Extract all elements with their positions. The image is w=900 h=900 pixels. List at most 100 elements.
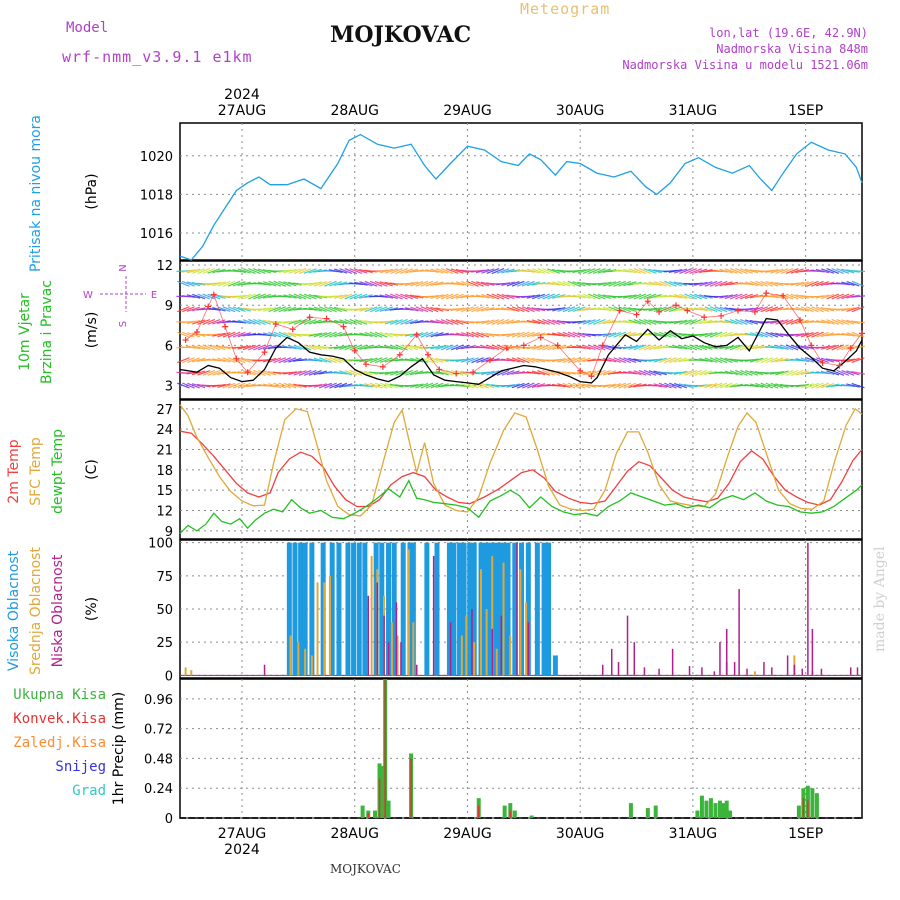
convective-precip-bar (367, 813, 370, 818)
wind-barb (542, 318, 555, 326)
wind-barb (182, 357, 195, 364)
wind-barb (673, 345, 688, 350)
wind-barb (521, 280, 535, 287)
wind-barb (800, 370, 815, 376)
wind-barb (577, 268, 591, 274)
wind-barb (308, 370, 322, 376)
wind-barb (486, 319, 500, 325)
wind-barb (227, 331, 241, 338)
wind-barb (775, 357, 789, 363)
wind-barb (390, 268, 403, 275)
wind-barb (435, 344, 449, 351)
wind-barb (846, 319, 860, 325)
total-precip-bar (699, 795, 704, 818)
wind-barb (415, 306, 429, 313)
wind-barb (841, 281, 855, 287)
mid-cloud-bar (323, 582, 326, 676)
wind-barb (628, 344, 642, 350)
wind-barb (268, 357, 282, 363)
wind-barb (699, 294, 713, 299)
wind-barb (592, 293, 606, 300)
wind-barb (562, 382, 576, 389)
wind-barb (364, 280, 378, 287)
wind-barb (673, 370, 688, 375)
wind-barb (648, 319, 662, 325)
wind-barb (740, 268, 753, 274)
wind-barb (364, 331, 378, 338)
wind-barb (262, 294, 277, 299)
wind-barb (557, 357, 571, 363)
wind-barb (562, 306, 576, 313)
wind-barb (349, 318, 363, 325)
total-precip-bar (810, 788, 815, 818)
top-day-label: 31AUG (669, 103, 718, 119)
wind-barb (755, 280, 768, 287)
wind-barb (744, 319, 759, 325)
wind-barb (653, 370, 667, 376)
wind-barb (587, 344, 601, 351)
wind-barb (212, 358, 226, 363)
wind-barb (567, 357, 581, 364)
wind-barb (755, 382, 769, 389)
wind-barb (780, 267, 794, 275)
wind-barb (349, 293, 363, 300)
wind-barb (724, 357, 738, 363)
low-cloud-bar (713, 671, 716, 676)
wind-barb (582, 293, 596, 300)
wind-barb (324, 331, 337, 338)
wind-barb (643, 344, 657, 351)
wind-barb (384, 293, 398, 300)
wind-barb (846, 306, 860, 312)
wind-barb (400, 344, 413, 351)
wind-barb (699, 281, 713, 287)
wind-barb (182, 331, 195, 338)
wind-barb (197, 268, 210, 275)
watermark: made by Angel (872, 546, 888, 653)
wind-barb (501, 307, 515, 312)
wind-barb (445, 268, 459, 275)
wind-barb (217, 280, 231, 287)
wind-barb (770, 371, 784, 375)
total-precip-bar (796, 805, 801, 818)
wind-barb (293, 268, 307, 275)
wind-barb (602, 319, 617, 325)
wind-barb (760, 357, 774, 364)
wind-barb (840, 384, 855, 388)
wind-barb (207, 344, 221, 351)
wind-barb (430, 281, 444, 287)
wind-barb (191, 357, 206, 363)
total-precip-bar (386, 800, 391, 818)
wind-barb (263, 370, 277, 376)
wind-barb (404, 358, 419, 362)
dewpt-line (179, 479, 863, 535)
total-precip-bar (728, 810, 733, 818)
wind-barb (303, 319, 317, 325)
wind-barb (217, 383, 231, 388)
wind-barb (709, 331, 723, 338)
wind-barb (826, 293, 840, 300)
wind-barb (740, 369, 753, 376)
low-cloud-bar (432, 555, 435, 676)
wind-barb (430, 319, 444, 325)
wind-barb (334, 382, 348, 389)
wind-barb (242, 344, 256, 351)
wind-barb (811, 331, 824, 338)
wind-barb (765, 382, 779, 389)
wind-barb (424, 320, 439, 324)
wind-barb (841, 307, 855, 312)
wind-barb (384, 319, 398, 325)
wind-barb (567, 382, 581, 389)
total-precip-bar (645, 808, 650, 818)
wind-barb (714, 280, 728, 287)
wind-barb (466, 331, 479, 338)
wind-barb (283, 294, 297, 299)
wind-barb (222, 306, 236, 313)
wind-barb (511, 280, 525, 287)
mid-cloud-bar (190, 670, 193, 676)
wind-barb (288, 370, 302, 376)
high-cloud-bar (482, 542, 488, 676)
footer-label: MOJKOVAC (330, 862, 401, 876)
wind-barb (826, 319, 840, 325)
total-precip-bar (708, 798, 713, 818)
wind-barb (598, 369, 611, 376)
